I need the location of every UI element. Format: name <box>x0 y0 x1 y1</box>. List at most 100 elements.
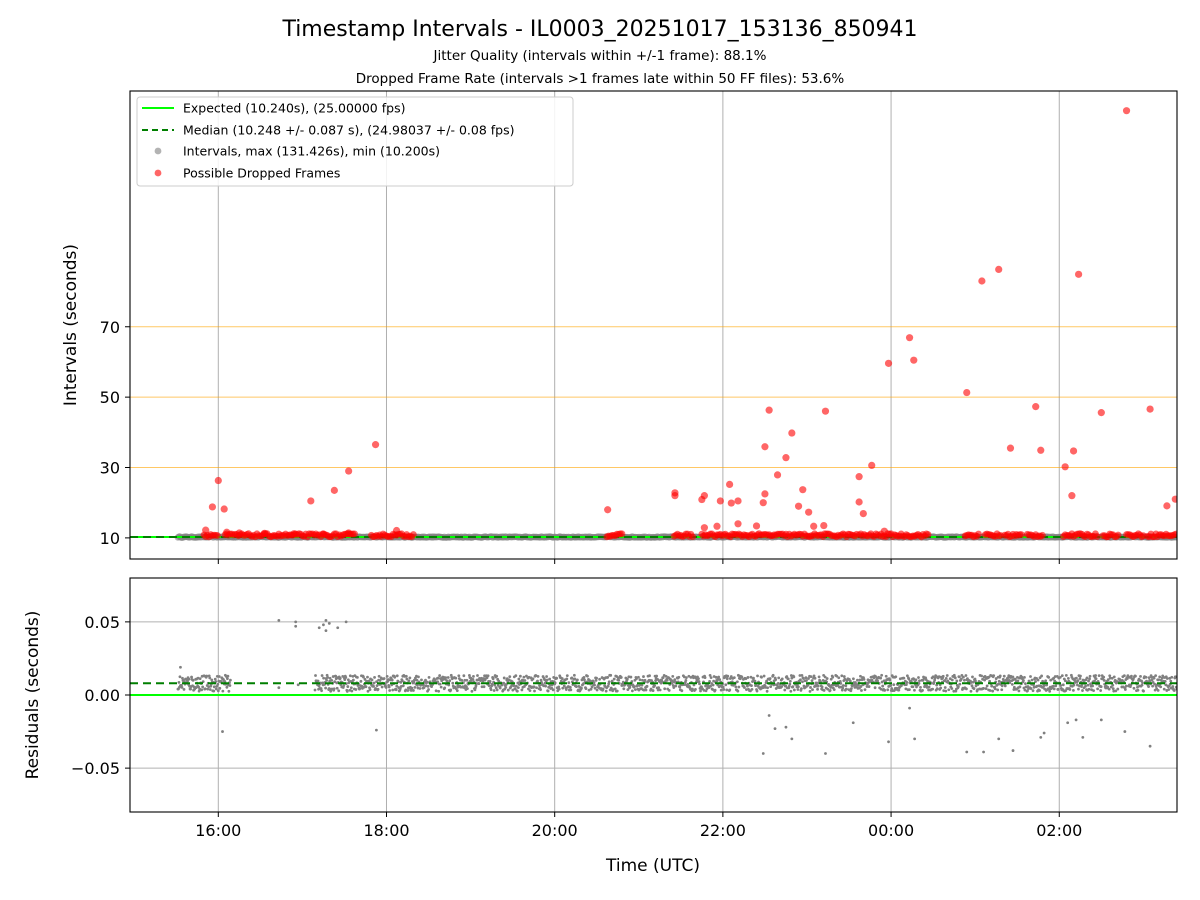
residual-point <box>487 684 491 687</box>
residual-point <box>422 686 426 690</box>
y-tick-label: 30 <box>100 459 120 478</box>
residual-point <box>780 685 784 688</box>
residual-point <box>919 685 922 689</box>
residual-point <box>567 681 571 685</box>
dropped-frame-point <box>761 490 769 498</box>
residual-point <box>1151 684 1155 688</box>
residual-point <box>387 685 391 689</box>
residual-point <box>516 686 520 689</box>
residual-point <box>506 688 510 692</box>
residual-point <box>673 678 677 682</box>
dropped-frame-point <box>330 486 338 494</box>
residual-point <box>808 689 812 693</box>
residual-point <box>584 687 588 691</box>
residual-point <box>840 674 844 678</box>
residual-point <box>1088 677 1091 681</box>
residual-point <box>849 687 853 691</box>
residual-point <box>974 684 978 688</box>
residual-point <box>550 683 554 687</box>
residual-point <box>697 680 701 683</box>
residual-point <box>842 675 846 678</box>
residual-point <box>935 683 939 687</box>
residual-point <box>543 681 547 685</box>
residual-point <box>914 678 918 682</box>
residual-point <box>694 687 697 691</box>
dropped-frame-point <box>1171 495 1177 503</box>
residual-point <box>320 689 323 693</box>
residual-point <box>932 680 936 684</box>
residual-point <box>1099 689 1103 692</box>
residual-point <box>1018 685 1022 689</box>
residual-point <box>858 678 862 682</box>
residual-point <box>816 684 820 688</box>
residual-point <box>950 678 954 682</box>
residual-point <box>780 677 784 681</box>
dropped-frame-point <box>689 533 697 541</box>
residual-point <box>427 676 431 679</box>
residual-point <box>342 684 346 687</box>
dropped-frame-point <box>975 530 982 538</box>
residual-point <box>1079 674 1082 678</box>
residual-point <box>859 685 863 688</box>
residual-point <box>182 687 186 691</box>
dropped-frame-point <box>260 529 269 537</box>
dropped-frame-point <box>884 359 893 367</box>
y-tick-label: 0.05 <box>84 613 120 632</box>
residual-point <box>902 676 906 680</box>
residual-point <box>886 688 890 692</box>
residual-point <box>218 686 222 690</box>
residual-outlier <box>784 725 788 729</box>
residual-point <box>1110 676 1114 680</box>
residual-point <box>409 688 413 692</box>
residual-point <box>991 689 995 693</box>
residual-point <box>1017 689 1021 693</box>
residual-point <box>439 685 443 689</box>
residual-outlier <box>1081 736 1085 739</box>
residual-point <box>983 678 986 682</box>
residual-point <box>427 688 430 691</box>
residual-point <box>214 687 218 691</box>
dropped-frame-point <box>1068 492 1076 500</box>
x-axis-label: Time (UTC) <box>605 856 700 876</box>
residual-point <box>326 676 330 679</box>
residual-point <box>953 676 957 680</box>
residual-point <box>391 688 395 692</box>
residual-point <box>800 673 804 677</box>
residual-point <box>698 682 701 686</box>
residual-point <box>494 686 498 690</box>
residual-point <box>718 678 722 681</box>
residual-point <box>888 678 892 682</box>
residual-point <box>1094 677 1098 681</box>
residual-point <box>1150 678 1154 682</box>
residual-point <box>725 677 729 681</box>
legend-box <box>136 96 574 187</box>
residual-point <box>811 688 814 692</box>
residual-point <box>1106 685 1110 689</box>
residual-point <box>931 687 935 691</box>
residual-point <box>443 686 447 690</box>
residual-point <box>633 685 636 688</box>
residual-point <box>844 687 848 691</box>
residual-point <box>1038 689 1041 692</box>
residual-point <box>905 674 909 678</box>
residual-point <box>1041 679 1045 683</box>
residual-point <box>368 688 372 692</box>
residual-point <box>1130 674 1133 678</box>
dropped-frame-point <box>351 530 358 538</box>
residual-point <box>1001 677 1005 681</box>
residual-point <box>492 689 496 692</box>
residual-point <box>752 676 755 680</box>
legend: Expected (10.240s), (25.00000 fps) Median… <box>136 96 574 187</box>
y-tick-label: −0.05 <box>71 759 120 778</box>
residual-point <box>643 678 647 682</box>
dropped-frame-point <box>1075 270 1083 278</box>
residual-point <box>328 676 332 680</box>
residual-point <box>952 689 956 693</box>
residual-point <box>1052 687 1056 691</box>
residual-point <box>980 674 983 678</box>
residual-point <box>993 687 997 691</box>
residual-point <box>181 676 184 680</box>
residual-point <box>961 675 965 679</box>
residual-point <box>913 688 916 692</box>
dropped-frame-point <box>671 492 679 500</box>
